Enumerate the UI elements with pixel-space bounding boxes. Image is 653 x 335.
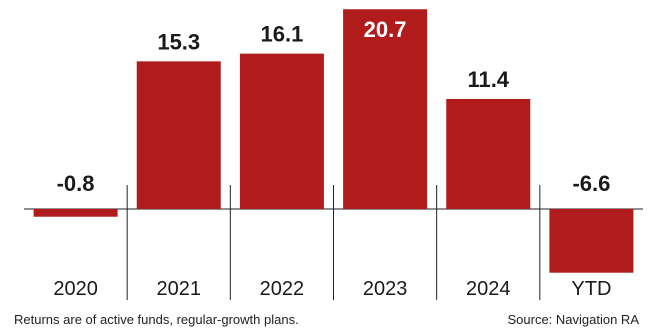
category-label: 2021 [157, 278, 202, 300]
value-label: -0.8 [57, 171, 95, 196]
footnote-source: Source: Navigation RA [507, 312, 639, 327]
bar-2020 [33, 209, 118, 217]
value-label: 20.7 [364, 17, 407, 42]
value-label: 16.1 [261, 22, 304, 47]
footnote-note: Returns are of active funds, regular-gro… [14, 312, 299, 327]
category-label: 2024 [466, 278, 511, 300]
bar-2022 [239, 53, 324, 210]
value-label: -6.6 [572, 171, 610, 196]
bar-2024 [446, 98, 531, 209]
category-label: 2023 [363, 278, 408, 300]
bar-ytd [549, 209, 634, 273]
value-label: 15.3 [157, 29, 200, 54]
value-label: 11.4 [467, 67, 509, 92]
bar-2023 [343, 9, 428, 210]
category-label: 2022 [260, 278, 305, 300]
category-label: 2020 [53, 278, 98, 300]
category-label: YTD [571, 278, 611, 300]
bar-2021 [136, 61, 221, 210]
